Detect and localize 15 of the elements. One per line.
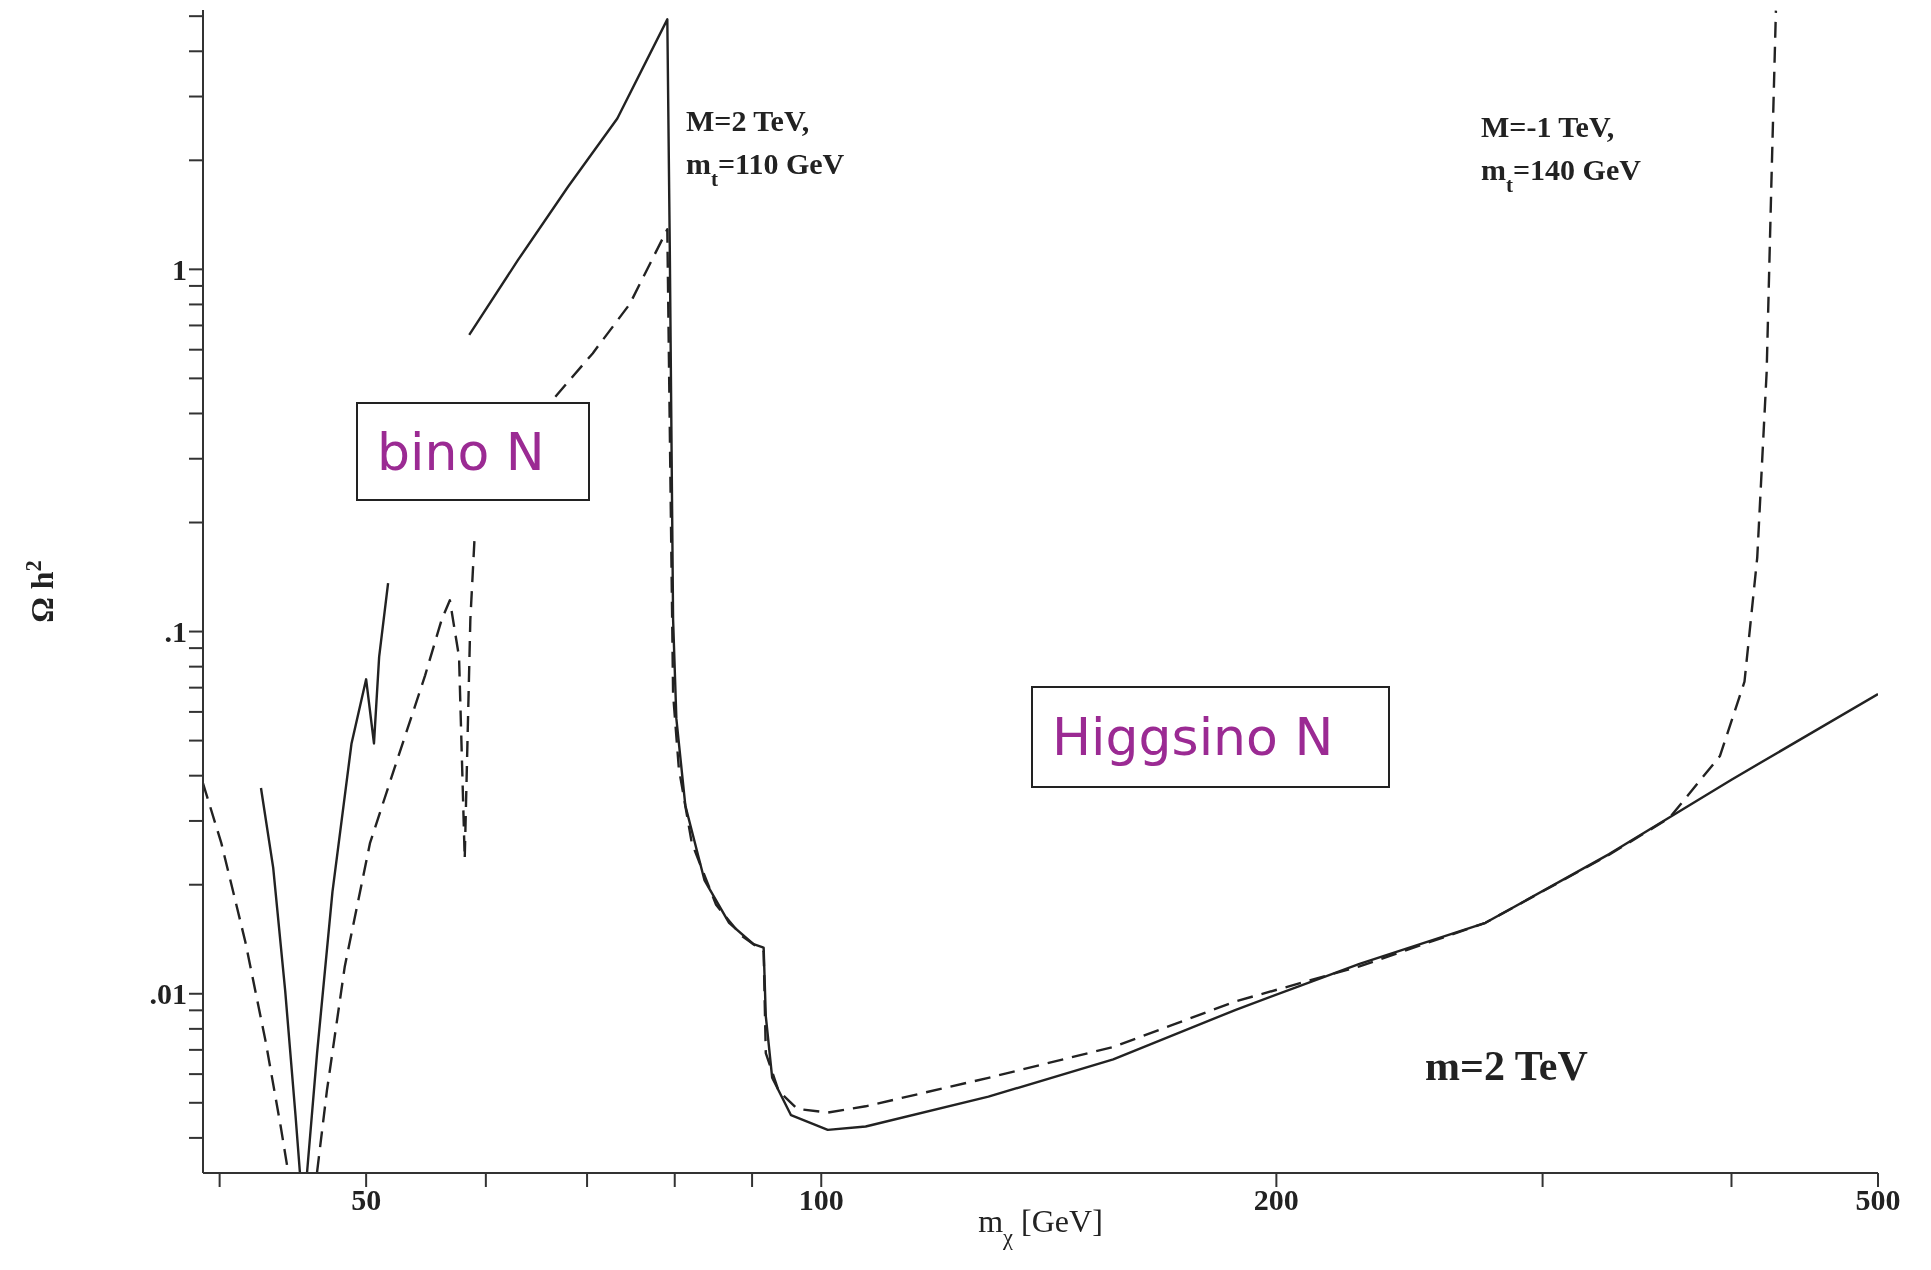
x-tick-label: 200 [1253,1183,1299,1217]
x-tick-label: 100 [798,1183,844,1217]
annotation: M=2 TeV, [686,104,810,137]
annotation: m$_{t}$=110 GeV [686,147,845,191]
y-tick-label: .1 [164,615,187,649]
y-tick-label: .01 [149,977,187,1011]
annotation: Higgsino N [1052,707,1334,768]
x-tick-label: 500 [1855,1183,1901,1217]
annotation: bino N [377,421,545,482]
x-axis-title: m$_{χ}$ [GeV] [978,1203,1103,1250]
annotation: m$_{t}$=140 GeV [1481,153,1642,197]
x-tick-label: 50 [351,1183,382,1217]
annotation: M=-1 TeV, [1481,110,1615,143]
y-tick-label: 1 [172,252,187,286]
annotation: m=2 TeV [1425,1043,1588,1089]
